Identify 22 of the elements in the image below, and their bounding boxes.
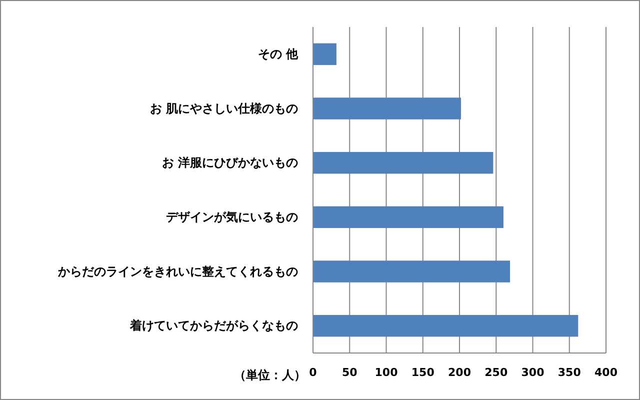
bar [313, 98, 461, 120]
y-tick-label: デザインが気にいるもの [166, 210, 298, 224]
x-tick-label: 150 [411, 366, 435, 379]
bar [313, 260, 510, 282]
x-tick-label: 100 [374, 366, 398, 379]
x-axis-title: （単位：人） [234, 368, 306, 382]
bar [313, 206, 504, 228]
y-tick-label: その 他 [258, 47, 299, 62]
bar [313, 152, 494, 174]
y-tick-label: お 肌にやさしい仕様のもの [150, 101, 298, 116]
x-tick-label: 350 [558, 366, 582, 379]
y-tick-label: 着けていてからだがらくなもの [129, 318, 298, 333]
x-tick-label: 300 [521, 366, 545, 379]
x-tick-label: 250 [484, 366, 508, 379]
x-tick-label: 400 [594, 366, 618, 379]
x-tick-label: 50 [342, 366, 358, 379]
y-tick-label: からだのラインをきれいに整えてくれるもの [57, 264, 298, 278]
y-tick-label: お 洋服にひびかないもの [162, 156, 298, 170]
bar [313, 43, 336, 66]
x-tick-label: 200 [448, 366, 472, 379]
x-tick-label: 0 [309, 366, 318, 379]
bar [313, 314, 578, 337]
